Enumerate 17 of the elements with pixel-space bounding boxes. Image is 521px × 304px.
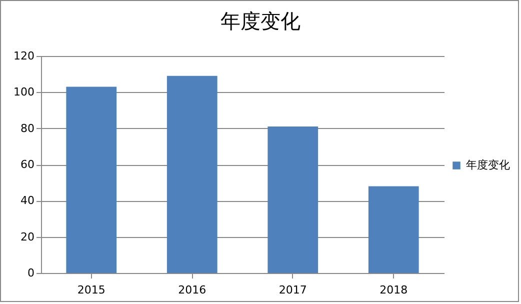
x-tick-label: 2015 — [77, 284, 106, 296]
bar — [66, 86, 117, 273]
y-tick-label: 120 — [14, 50, 34, 62]
bar — [166, 76, 218, 273]
y-tick-label: 80 — [20, 122, 34, 135]
y-tick-label: 100 — [14, 86, 34, 99]
x-tick-label: 2016 — [178, 284, 206, 296]
bar — [368, 186, 419, 273]
legend-label: 年度变化 — [466, 158, 510, 172]
y-tick-label: 40 — [20, 194, 34, 208]
x-tick-label: 2017 — [278, 284, 307, 296]
y-tick-label: 20 — [20, 230, 34, 244]
x-tick-label: 2018 — [380, 284, 408, 296]
y-tick-label: 60 — [20, 158, 34, 171]
chart-title: 年度变化 — [220, 9, 300, 33]
y-tick-label: 0 — [28, 266, 34, 280]
bar — [268, 126, 318, 273]
